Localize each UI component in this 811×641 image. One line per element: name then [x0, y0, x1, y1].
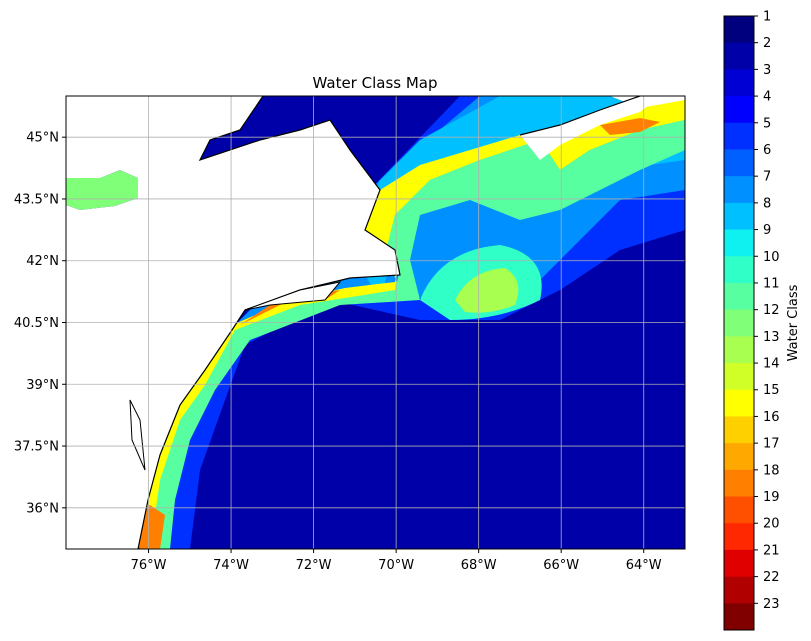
colorbar-swatch	[724, 42, 754, 70]
colorbar-swatch	[724, 336, 754, 364]
x-tick-label: 66°W	[543, 558, 579, 573]
land-nova-scotia-mask	[520, 96, 660, 160]
colorbar-tick-label: 15	[763, 383, 780, 398]
colorbar-tick-label: 10	[763, 250, 780, 265]
colorbar-swatch	[724, 309, 754, 337]
x-tick-label: 68°W	[461, 558, 497, 573]
colorbar-tick-label: 8	[763, 196, 771, 211]
colorbar-tick-label: 12	[763, 303, 780, 318]
colorbar-tick-label: 17	[763, 437, 780, 452]
coastline-ns	[519, 96, 641, 136]
colorbar-swatch	[724, 282, 754, 311]
colorbar-swatch	[724, 149, 754, 177]
colorbar-tick-label: 11	[763, 276, 780, 291]
y-tick-label: 37.5°N	[14, 440, 59, 455]
colorbar-swatch	[724, 603, 754, 631]
y-tick-label: 42°N	[26, 254, 59, 269]
colorbar-tick-label: 5	[763, 116, 771, 131]
colorbar-frame	[723, 15, 755, 631]
colorbar-swatch	[724, 443, 754, 471]
x-tick-label: 72°W	[296, 558, 332, 573]
coastline-us	[137, 96, 401, 549]
colorbar-tick-label: 7	[763, 170, 771, 185]
colorbar-tick-label: 18	[763, 463, 780, 478]
colorbar-swatch	[724, 363, 754, 391]
colorbar-swatch	[724, 576, 754, 604]
long-island	[244, 281, 342, 311]
y-tick-label: 39°N	[26, 378, 59, 393]
colorbar-swatch	[724, 202, 754, 231]
colorbar-tick-label: 21	[763, 543, 780, 558]
map-axes: 76°W 74°W 72°W 70°W 68°W 66°W 64°W 45°N43.5°N4…	[14, 95, 686, 573]
colorbar-tick-label: 2	[763, 36, 771, 51]
colorbar-swatch	[724, 496, 754, 524]
x-tick-label: 76°W	[131, 558, 167, 573]
colorbar-swatch	[724, 16, 754, 44]
y-tick-label: 36°N	[26, 501, 59, 516]
region-bay-of-fundy	[600, 118, 660, 135]
colorbar-swatch	[724, 122, 754, 150]
land-new-brunswick	[610, 96, 685, 108]
region-georges-bank	[455, 268, 519, 313]
colorbar-tick-label: 1	[763, 10, 771, 25]
colorbar-swatch	[724, 229, 754, 257]
x-tick-label: 74°W	[213, 558, 249, 573]
y-tick-label: 45°N	[26, 131, 59, 146]
map-title: Water Class Map	[313, 74, 438, 92]
chesapeake-outline	[129, 399, 146, 471]
x-tick-label: 64°W	[626, 558, 662, 573]
colorbar-swatch	[724, 389, 754, 417]
colorbar-tick-label: 6	[763, 143, 771, 158]
region-nearshore	[150, 120, 685, 549]
colorbar-label: Water Class	[786, 284, 801, 361]
region-inland-lake	[66, 170, 138, 210]
colorbar-swatch	[724, 549, 754, 578]
colorbar-swatch	[724, 416, 754, 444]
colorbar-swatch	[724, 523, 754, 551]
colorbar-tick-label: 20	[763, 517, 780, 532]
colorbar-tick-label: 14	[763, 357, 780, 372]
y-tick-labels: 45°N 43.5°N 42°N 40.5°N 39°N 37.5°N 36°N	[14, 131, 66, 516]
colorbar-swatch	[724, 176, 754, 204]
x-tick-label: 70°W	[378, 558, 414, 573]
gridlines	[66, 96, 685, 549]
colorbar-swatch	[724, 96, 754, 124]
y-tick-label: 43.5°N	[14, 192, 59, 207]
colorbar-tick-label: 22	[763, 570, 780, 585]
colorbar-tick-label: 23	[763, 597, 780, 612]
colorbar-tick-label: 16	[763, 410, 780, 425]
colorbar-swatch	[724, 256, 754, 284]
x-tick-labels: 76°W 74°W 72°W 70°W 68°W 66°W 64°W	[131, 549, 662, 573]
colorbar-swatch	[724, 469, 754, 498]
colorbar-swatch	[724, 69, 754, 97]
y-tick-label: 40.5°N	[14, 316, 59, 331]
colorbar-tick-label: 4	[763, 90, 771, 105]
colorbar-tick-label: 3	[763, 63, 771, 78]
colorbar-tick-label: 13	[763, 330, 780, 345]
colorbar-tick-label: 9	[763, 223, 771, 238]
colorbar-tick-label: 19	[763, 490, 780, 505]
